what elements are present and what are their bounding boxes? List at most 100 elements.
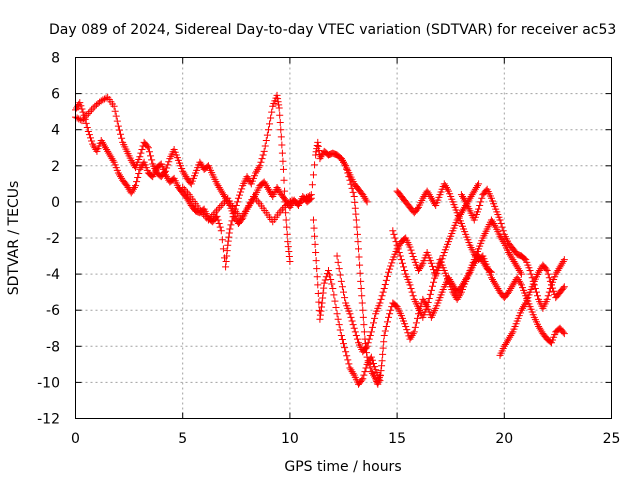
data-point-plus bbox=[358, 376, 366, 384]
y-tick-label: -8 bbox=[46, 339, 60, 355]
data-point-plus bbox=[355, 245, 363, 253]
data-point-plus bbox=[165, 158, 173, 166]
data-point-plus bbox=[275, 104, 283, 112]
data-point-plus bbox=[211, 209, 219, 217]
data-point-plus bbox=[413, 314, 421, 322]
data-point-plus bbox=[286, 257, 294, 265]
data-point-plus bbox=[493, 283, 501, 291]
data-point-plus bbox=[408, 249, 416, 257]
data-point-plus bbox=[507, 331, 515, 339]
data-point-plus bbox=[456, 290, 464, 298]
data-point-plus bbox=[81, 113, 89, 121]
data-point-plus bbox=[262, 137, 270, 145]
data-point-plus bbox=[102, 94, 110, 102]
data-point-plus bbox=[288, 196, 296, 204]
data-point-plus bbox=[327, 276, 335, 284]
data-point-plus bbox=[340, 158, 347, 166]
data-point-plus bbox=[359, 306, 367, 314]
data-point-plus bbox=[109, 156, 117, 164]
data-point-plus bbox=[370, 319, 378, 327]
data-point-plus bbox=[357, 285, 365, 293]
data-point-plus bbox=[148, 156, 156, 164]
data-point-plus bbox=[254, 198, 262, 206]
data-point-plus bbox=[509, 256, 517, 264]
data-point-plus bbox=[253, 196, 261, 204]
data-point-plus bbox=[232, 202, 240, 210]
data-point-plus bbox=[397, 256, 405, 264]
data-point-plus bbox=[318, 299, 326, 307]
x-tick-label: 25 bbox=[603, 431, 621, 447]
data-point-plus bbox=[97, 137, 105, 145]
data-point-plus bbox=[275, 187, 283, 195]
data-point-plus bbox=[558, 259, 566, 267]
data-point-plus bbox=[308, 181, 316, 189]
data-point-plus bbox=[331, 297, 339, 305]
data-point-plus bbox=[507, 252, 515, 260]
data-point-plus bbox=[162, 167, 170, 175]
data-point-plus bbox=[348, 184, 356, 192]
data-point-plus bbox=[360, 321, 368, 329]
data-point-plus bbox=[255, 164, 263, 172]
data-point-plus bbox=[132, 182, 140, 190]
data-point-plus bbox=[498, 223, 506, 231]
data-point-plus bbox=[387, 306, 395, 314]
data-point-plus bbox=[431, 274, 439, 282]
data-point-plus bbox=[505, 288, 513, 296]
y-tick-label: -2 bbox=[46, 231, 60, 247]
x-tick-label: 0 bbox=[71, 431, 80, 447]
data-point-plus bbox=[282, 209, 290, 217]
data-point-plus bbox=[368, 323, 376, 331]
data-point-plus bbox=[196, 158, 204, 166]
data-point-plus bbox=[389, 227, 397, 235]
data-point-plus bbox=[492, 281, 500, 289]
data-point-plus bbox=[515, 266, 523, 274]
data-point-plus bbox=[227, 221, 235, 229]
data-point-plus bbox=[279, 157, 287, 165]
data-point-plus bbox=[386, 310, 394, 318]
data-point-plus bbox=[363, 353, 371, 361]
data-point-plus bbox=[217, 227, 225, 235]
data-point-plus bbox=[424, 189, 432, 197]
data-point-plus bbox=[274, 98, 282, 106]
data-point-plus bbox=[138, 146, 146, 154]
data-point-plus bbox=[520, 303, 528, 311]
data-point-plus bbox=[511, 259, 519, 267]
series-track-6 bbox=[337, 155, 384, 388]
data-point-plus bbox=[352, 216, 360, 224]
y-tick-label: -4 bbox=[46, 267, 60, 283]
data-point-plus bbox=[318, 303, 326, 311]
data-point-plus bbox=[344, 169, 352, 177]
data-point-plus bbox=[487, 274, 495, 282]
data-point-plus bbox=[376, 299, 384, 307]
data-point-plus bbox=[261, 180, 269, 188]
data-point-plus bbox=[280, 203, 288, 211]
data-point-plus bbox=[521, 255, 529, 263]
data-point-plus bbox=[344, 356, 352, 364]
data-point-plus bbox=[264, 185, 272, 193]
data-point-plus bbox=[469, 189, 477, 197]
data-point-plus bbox=[314, 281, 322, 289]
data-point-plus bbox=[424, 299, 432, 307]
data-point-plus bbox=[442, 183, 450, 191]
data-point-plus bbox=[134, 174, 142, 182]
data-point-plus bbox=[359, 191, 367, 199]
data-point-plus bbox=[127, 156, 135, 164]
data-point-plus bbox=[356, 269, 364, 277]
data-point-plus bbox=[263, 131, 271, 139]
data-point-plus bbox=[337, 277, 345, 285]
data-point-plus bbox=[221, 198, 229, 206]
data-point-plus bbox=[382, 322, 390, 330]
data-point-plus bbox=[537, 326, 545, 334]
data-point-plus bbox=[471, 185, 479, 193]
chart-title: Day 089 of 2024, Sidereal Day-to-day VTE… bbox=[49, 22, 616, 38]
data-point-plus bbox=[87, 134, 95, 142]
data-point-plus bbox=[347, 313, 355, 321]
data-point-plus bbox=[273, 183, 281, 191]
data-point-plus bbox=[313, 265, 321, 273]
data-point-plus bbox=[441, 182, 449, 190]
data-point-plus bbox=[348, 368, 356, 376]
data-point-plus bbox=[307, 191, 315, 199]
data-point-plus bbox=[380, 285, 388, 293]
data-point-plus bbox=[434, 263, 442, 271]
data-point-plus bbox=[285, 248, 293, 256]
